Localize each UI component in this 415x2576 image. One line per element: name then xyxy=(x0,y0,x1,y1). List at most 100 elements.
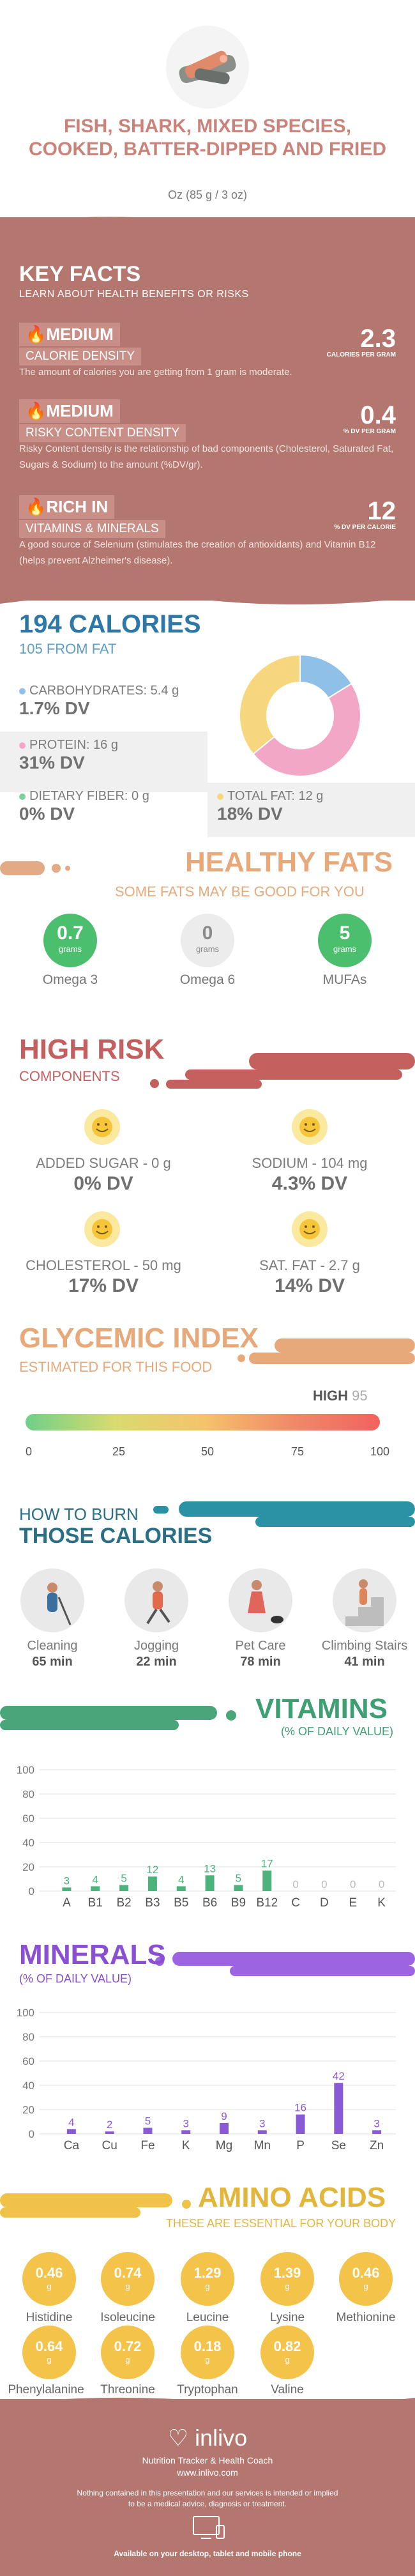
mineral-bar xyxy=(257,2130,267,2134)
mineral-category-label: Zn xyxy=(370,2139,384,2152)
footer-url[interactable]: www.inlivo.com xyxy=(177,2467,238,2478)
vitamin-category-label: C xyxy=(291,1896,300,1910)
vitamin-bar xyxy=(176,1886,186,1891)
mineral-category-label: Fe xyxy=(140,2139,155,2152)
methionine-label: Methionine xyxy=(336,2311,396,2324)
sat-fat-label: SAT. FAT - 2.7 g xyxy=(259,1257,360,1273)
mineral-category-label: Se xyxy=(331,2139,346,2152)
tryptophan-circle: 0.18 g xyxy=(181,2326,234,2379)
glycemic-bar xyxy=(26,1414,380,1430)
jogging-icon xyxy=(124,1568,188,1632)
carbs-dot xyxy=(19,687,26,694)
vitamin-y-tick: 0 xyxy=(29,1885,34,1897)
mineral-value-label: 3 xyxy=(259,2117,265,2129)
isoleucine-label: Isoleucine xyxy=(100,2311,155,2324)
minerals-bar-chart: 0 20 40 60 80 100 4 Ca 2 Cu 5 Fe 3 K 9 Mg 3 Mn 16 P 42 Se 3 Zn xyxy=(17,2007,396,2152)
vitamin-value-label: 0 xyxy=(321,1878,327,1890)
mineral-category-label: Mg xyxy=(216,2139,232,2152)
vitamin-value-label: 0 xyxy=(292,1878,298,1890)
vitamin-category-label: K xyxy=(377,1896,386,1910)
mineral-bar xyxy=(334,2083,343,2134)
mineral-value-label: 3 xyxy=(374,2117,379,2129)
vitamin-y-tick: 20 xyxy=(22,1861,34,1873)
mineral-y-tick: 20 xyxy=(22,2104,34,2116)
smile-icon xyxy=(292,1211,328,1247)
glycemic-level: HIGH 95 xyxy=(313,1388,368,1404)
mineral-value-label: 4 xyxy=(68,2116,74,2128)
fats-decor-left xyxy=(0,861,70,875)
vitamin-category-label: B9 xyxy=(231,1896,246,1910)
donut-slice-fat xyxy=(239,654,301,755)
mineral-bar xyxy=(220,2122,229,2134)
amino-subtitle: THESE ARE ESSENTIAL FOR YOUR BODY xyxy=(166,2217,396,2230)
smile-icon xyxy=(292,1109,328,1145)
leucine-label: Leucine xyxy=(186,2311,229,2324)
glycemic-decor xyxy=(238,1338,415,1364)
cholesterol-dv: 17% DV xyxy=(68,1275,139,1296)
fiber-dot xyxy=(19,793,26,800)
footer-disclaimer-2: to be a medical advice, diagnosis or tre… xyxy=(128,2499,287,2508)
mineral-category-label: P xyxy=(296,2139,305,2152)
vitamin-bar xyxy=(62,1887,72,1891)
footer-available: Available on your desktop, tablet and mo… xyxy=(114,2549,301,2558)
cleaning-label: Cleaning xyxy=(27,1639,78,1653)
vitamin-y-tick: 40 xyxy=(22,1837,34,1849)
cleaning-icon xyxy=(20,1568,84,1632)
mineral-bar xyxy=(66,2129,76,2134)
sat-fat-dv: 14% DV xyxy=(274,1275,345,1296)
omega3-label: Omega 3 xyxy=(42,972,98,987)
glycemic-tick: 50 xyxy=(201,1445,215,1458)
fiber-row: DIETARY FIBER: 0 g 0% DV xyxy=(19,789,149,824)
climbing-stairs-label: Climbing Stairs xyxy=(321,1639,408,1653)
vitamin-category-label: A xyxy=(63,1896,71,1910)
devices-icon xyxy=(193,2516,225,2539)
valine-circle: 0.82 g xyxy=(260,2326,314,2379)
vitamin-value-label: 4 xyxy=(178,1873,184,1885)
vitamin-category-label: B12 xyxy=(256,1896,278,1910)
calories-from-fat: 105 FROM FAT xyxy=(19,641,117,657)
calorie-density-value: 2.3 CALORIES PER GRAM xyxy=(326,325,396,358)
isoleucine-circle: 0.74 g xyxy=(101,2252,155,2306)
calorie-density-badge: 🔥MEDIUM CALORIE DENSITY xyxy=(19,323,142,365)
risky-density-badge: 🔥MEDIUM RISKY CONTENT DENSITY xyxy=(19,399,186,442)
protein-row: PROTEIN: 16 g 31% DV xyxy=(19,738,118,772)
burn-decor xyxy=(153,1501,415,1527)
vitamin-y-tick: 60 xyxy=(22,1813,34,1825)
protein-box xyxy=(0,732,207,792)
pet-care-label: Pet Care xyxy=(235,1639,286,1653)
high-risk-title: HIGH RISK xyxy=(19,1034,165,1065)
vitamins-minerals-desc: A good source of Selenium (stimulates th… xyxy=(19,539,376,566)
minerals-title: MINERALS xyxy=(19,1939,166,1970)
added-sugar-dv: 0% DV xyxy=(73,1173,133,1194)
high-risk-subtitle: COMPONENTS xyxy=(19,1068,120,1084)
mineral-value-label: 5 xyxy=(145,2115,151,2128)
fat-dot xyxy=(217,793,223,800)
vitamins-title: VITAMINS xyxy=(255,1693,388,1724)
pet-care-icon xyxy=(229,1568,292,1632)
mufas-label: MUFAs xyxy=(322,972,367,987)
protein-dot xyxy=(19,742,26,749)
keyfacts-wave-bottom xyxy=(0,591,415,605)
burn-title-1: HOW TO BURN xyxy=(19,1505,139,1524)
vitamins-bar-chart: 0 20 40 60 80 100 3 A 4 B1 5 B2 12 B3 4 B5 13 B6 5 B9 17 B12 0… xyxy=(17,1764,396,1910)
mineral-value-label: 9 xyxy=(221,2110,227,2122)
lysine-label: Lysine xyxy=(269,2311,305,2324)
mineral-bar xyxy=(143,2128,153,2134)
histidine-circle: 0.46 g xyxy=(22,2252,76,2306)
mineral-bar xyxy=(372,2130,382,2134)
sodium-label: SODIUM - 104 mg xyxy=(252,1155,368,1171)
vitamin-value-label: 0 xyxy=(379,1878,384,1890)
heart-logo-icon: ♡ xyxy=(167,2425,189,2451)
omega6-label: Omega 6 xyxy=(179,972,236,987)
fat-box xyxy=(207,783,415,837)
vitamin-category-label: D xyxy=(320,1896,329,1910)
page-title: FISH, SHARK, MIXED SPECIES, COOKED, BATT… xyxy=(28,116,386,160)
threonine-circle: 0.72 g xyxy=(101,2326,155,2379)
macro-donut-chart xyxy=(239,654,361,777)
vitamin-bar xyxy=(119,1885,129,1891)
lysine-circle: 1.39 g xyxy=(260,2252,314,2306)
jogging-label: Jogging xyxy=(133,1639,179,1653)
vitamin-y-tick: 100 xyxy=(17,1764,34,1776)
minerals-subtitle: (% OF DAILY VALUE) xyxy=(19,1972,132,1985)
valine-label: Valine xyxy=(271,2383,304,2396)
